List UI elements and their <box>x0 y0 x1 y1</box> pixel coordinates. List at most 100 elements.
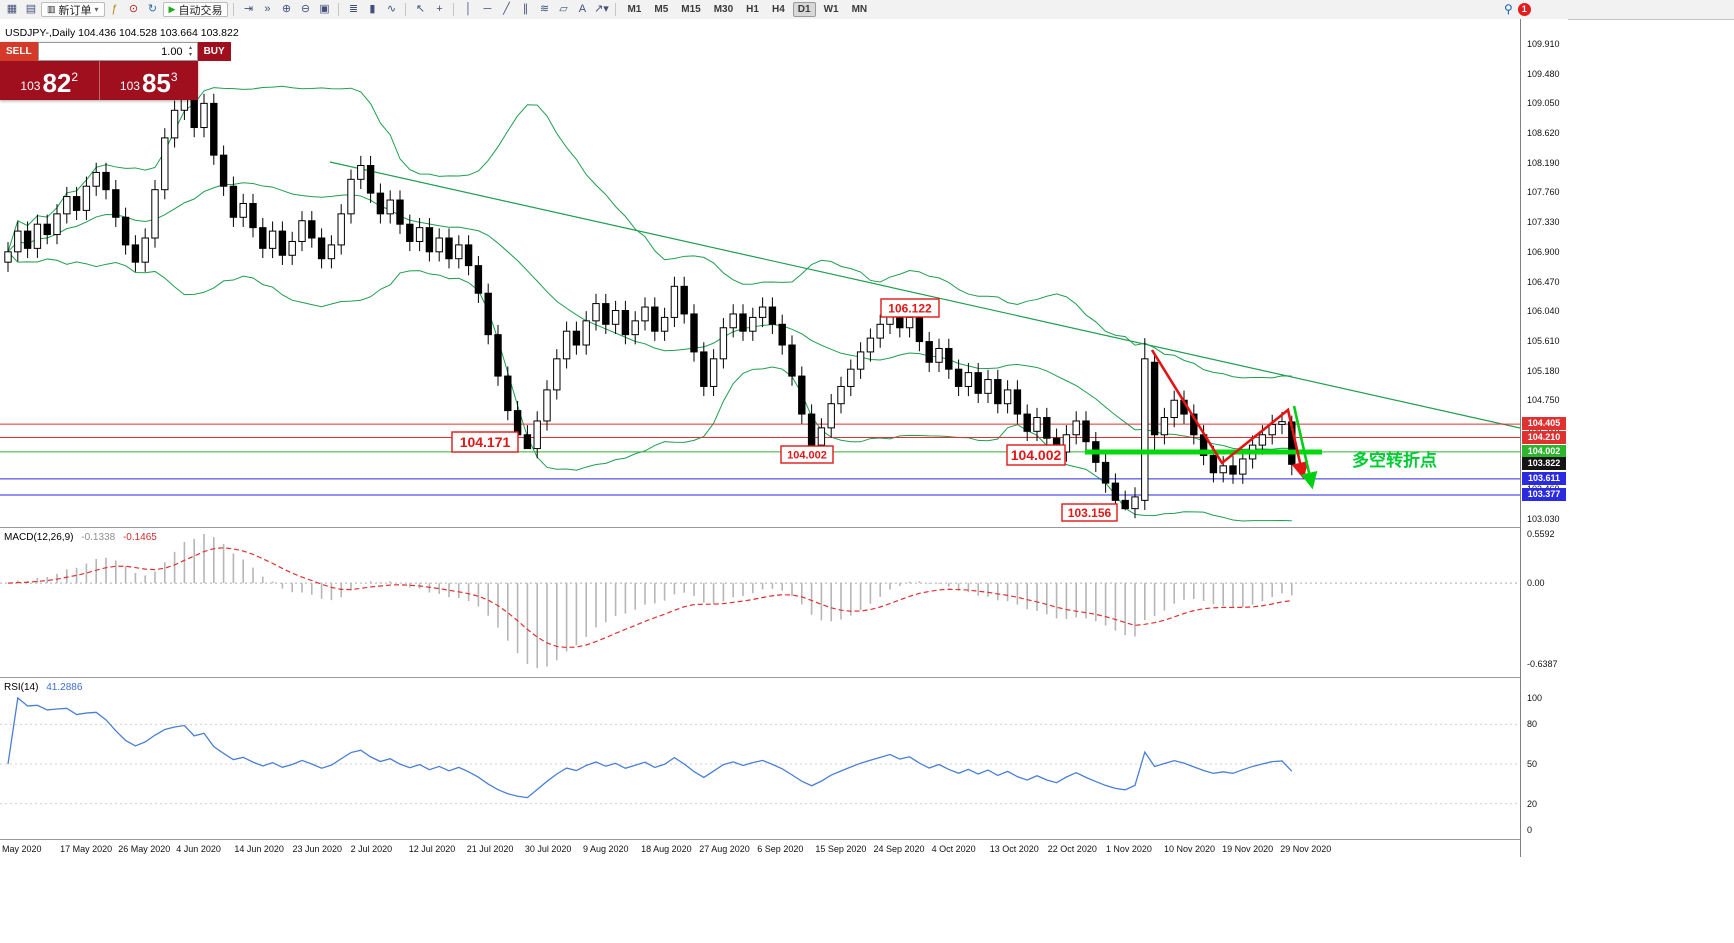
refresh-icon[interactable]: ↻ <box>147 3 158 15</box>
macd-signal-value: -0.1465 <box>122 532 157 543</box>
fibonacci-icon[interactable]: ≋ <box>539 3 550 15</box>
bars-chart-icon[interactable]: ≣ <box>348 3 359 15</box>
level-lines[interactable] <box>0 423 1520 496</box>
date-label: 26 May 2020 <box>118 844 171 854</box>
price-axis-tick: 106.040 <box>1527 306 1560 317</box>
buy-price-big: 85 <box>141 68 171 98</box>
timeframe-m5[interactable]: M5 <box>654 4 669 15</box>
volume-stepper[interactable]: ▴ ▾ <box>185 43 197 60</box>
timeframe-w1[interactable]: W1 <box>823 4 839 15</box>
macd-panel[interactable] <box>0 528 1520 676</box>
macd-name: MACD(12,26,9) <box>4 532 74 543</box>
one-click-trade-panel: SELL ▴ ▾ BUY 103 82 2 103 <box>0 42 231 100</box>
timeframe-h4[interactable]: H4 <box>771 4 785 15</box>
rsi-value: 41.2886 <box>46 682 83 693</box>
macd-axis-tick: -0.6387 <box>1527 659 1558 669</box>
timeframe-m1[interactable]: M1 <box>627 4 642 15</box>
rsi-panel[interactable] <box>0 678 1520 838</box>
notification-badge[interactable]: 1 <box>1517 2 1531 16</box>
trade-panel-prices: 103 82 2 103 85 3 <box>0 61 198 100</box>
rsi-axis-tick: 50 <box>1527 759 1538 769</box>
date-label: 15 Sep 2020 <box>815 844 867 854</box>
price-level-label: 104.210 <box>1522 430 1566 444</box>
profiles-icon[interactable]: ▤ <box>25 3 37 15</box>
chinese-annotation: 多空转折点 <box>1352 450 1437 470</box>
crosshair-icon[interactable]: + <box>436 3 443 15</box>
cursor-icon[interactable]: ↖ <box>415 3 426 15</box>
volume-input[interactable] <box>38 43 185 60</box>
sell-price[interactable]: 103 82 2 <box>0 61 99 100</box>
panel-splitter[interactable] <box>0 677 1568 678</box>
trendline-icon[interactable]: ╱ <box>503 3 510 15</box>
timeframe-mn[interactable]: MN <box>851 4 868 15</box>
date-label: 24 Sep 2020 <box>873 844 925 854</box>
sell-button[interactable]: SELL <box>0 42 38 61</box>
date-label: May 2020 <box>2 844 42 854</box>
zoom-in-icon[interactable]: ⊕ <box>281 3 292 15</box>
price-axis-tick: 109.050 <box>1527 98 1560 109</box>
timeframe-m30[interactable]: M30 <box>713 4 734 15</box>
horizontal-line-icon[interactable]: ─ <box>483 3 492 15</box>
price-axis-tick: 108.620 <box>1527 128 1560 139</box>
date-label: 22 Oct 2020 <box>1047 844 1097 854</box>
date-label: 10 Nov 2020 <box>1164 844 1216 854</box>
vertical-line-icon[interactable]: │ <box>465 3 472 15</box>
price-axis-tick: 109.480 <box>1527 68 1560 79</box>
timeframe-d1[interactable]: D1 <box>792 2 816 17</box>
price-axis-tick: 109.910 <box>1527 39 1560 49</box>
zigzag-annotation[interactable] <box>1150 349 1309 480</box>
direction-arrow[interactable] <box>1292 405 1318 490</box>
toolbar-separator <box>338 3 340 16</box>
sell-price-sup: 2 <box>71 70 79 84</box>
buy-button[interactable]: BUY <box>197 42 231 61</box>
indicators-icon[interactable]: ƒ <box>111 3 118 15</box>
price-level-label: 104.405 <box>1522 417 1566 431</box>
volume-field[interactable]: ▴ ▾ <box>37 42 198 61</box>
chart-shift-icon[interactable]: ⇥ <box>243 3 254 15</box>
alerts-icon[interactable]: ⊙ <box>128 3 139 15</box>
toolbar-separator <box>405 3 407 16</box>
date-label: 12 Jul 2020 <box>408 844 456 854</box>
date-label: 2 Jul 2020 <box>350 844 393 854</box>
search-icon[interactable]: ⚲ <box>1504 2 1513 16</box>
descending-trendline[interactable] <box>329 161 1520 429</box>
timeframe-h1[interactable]: H1 <box>746 4 759 15</box>
timeframe-m15[interactable]: M15 <box>681 4 701 15</box>
tile-windows-icon[interactable]: ▣ <box>319 3 330 15</box>
price-level-label: 104.002 <box>1522 444 1566 458</box>
date-label: 14 Jun 2020 <box>234 844 284 854</box>
volume-down-icon[interactable]: ▾ <box>189 51 193 58</box>
price-axis-tick: 105.610 <box>1527 335 1560 346</box>
panel-splitter[interactable] <box>0 527 1568 528</box>
macd-label: MACD(12,26,9) -0.1338 -0.1465 <box>4 532 157 543</box>
time-axis[interactable]: May 2020 17 May 2020 26 May 2020 4 Jun 2020… <box>0 840 1520 857</box>
price-axis-tick: 104.750 <box>1527 395 1560 406</box>
new-order-button[interactable]: ▥ 新订单 ▾ <box>41 2 105 17</box>
date-label: 27 Aug 2020 <box>699 844 750 854</box>
svg-text:106.122: 106.122 <box>888 301 932 315</box>
rsi-axis-tick: 100 <box>1527 693 1543 703</box>
text-icon[interactable]: A <box>578 3 587 15</box>
main-chart[interactable]: 106.122 104.171 104.002 104.002 103.156 多空转折点 <box>0 19 1520 527</box>
price-axis[interactable]: 109.910 109.480 109.050 108.620 108.190 107.7… <box>1520 19 1568 857</box>
date-label: 18 Aug 2020 <box>641 844 692 854</box>
new-chart-icon[interactable]: ▦ <box>6 3 18 15</box>
auto-scroll-icon[interactable]: » <box>264 3 271 15</box>
chart-title: USDJPY-,Daily 104.436 104.528 103.664 10… <box>5 27 239 39</box>
date-label: 19 Nov 2020 <box>1222 844 1274 854</box>
date-label: 23 Jun 2020 <box>292 844 343 854</box>
shapes-icon[interactable]: ▱ <box>559 3 568 15</box>
line-chart-icon[interactable]: ∿ <box>386 3 397 15</box>
equidistant-channel-icon[interactable]: ∥ <box>522 3 529 15</box>
volume-up-icon[interactable]: ▴ <box>189 44 193 51</box>
price-axis-tick: 105.180 <box>1527 365 1560 376</box>
date-label: 9 Aug 2020 <box>583 844 629 854</box>
autotrade-button[interactable]: ▶ 自动交易 <box>162 2 229 17</box>
zoom-out-icon[interactable]: ⊖ <box>300 3 311 15</box>
macd-main-value: -0.1338 <box>81 532 116 543</box>
svg-text:104.002: 104.002 <box>1011 447 1062 463</box>
candles-chart-icon[interactable]: ▮ <box>369 3 376 15</box>
buy-price[interactable]: 103 85 3 <box>100 61 199 100</box>
price-level-label: 103.822 <box>1522 457 1566 471</box>
arrow-tools-icon[interactable]: ↗▾ <box>594 3 609 15</box>
